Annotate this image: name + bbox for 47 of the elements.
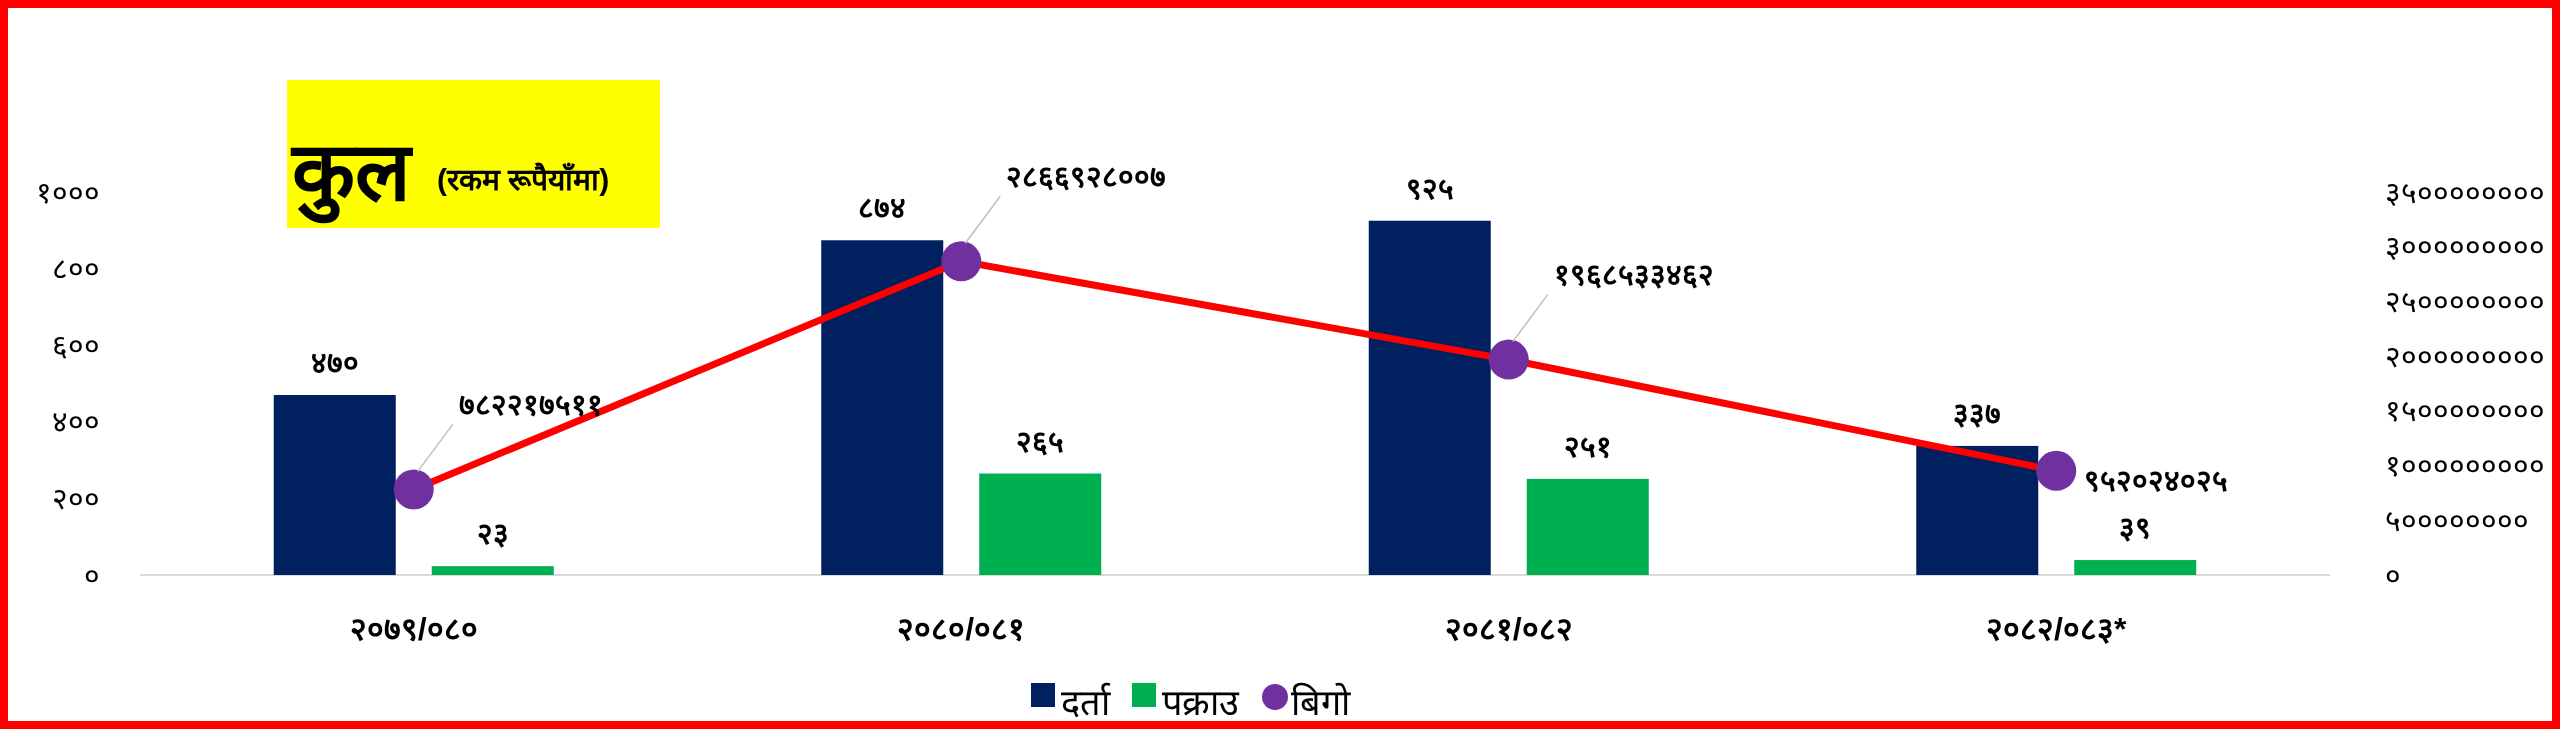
y2-tick-label: २००००००००० bbox=[2385, 339, 2545, 373]
y-tick-label: ४०० bbox=[52, 405, 100, 439]
bar bbox=[1526, 478, 1649, 575]
x-tick-label: २०८०/०८१ bbox=[897, 611, 1026, 647]
data-label: २८६६९२८००७ bbox=[1006, 159, 1167, 193]
data-label: ८७४ bbox=[858, 191, 907, 225]
legend-label: पक्राउ bbox=[1162, 682, 1240, 723]
y2-tick-label: ० bbox=[2385, 558, 2401, 592]
y-tick-label: २०० bbox=[52, 481, 100, 515]
chart-subtitle: (रकम रूपैयाँमा) bbox=[437, 162, 610, 196]
y2-tick-label: २५०००००००० bbox=[2385, 284, 2545, 318]
y-tick-label: १००० bbox=[36, 175, 100, 209]
bar bbox=[1916, 445, 2039, 575]
point bbox=[393, 469, 434, 510]
y2-tick-label: १००००००००० bbox=[2385, 449, 2545, 483]
point bbox=[2036, 450, 2077, 491]
x-tick-label: २०८१/०८२ bbox=[1444, 611, 1573, 647]
y2-tick-label: ३००००००००० bbox=[2385, 230, 2545, 264]
legend-label: बिगो bbox=[1291, 682, 1351, 723]
x-tick-label: २०७९/०८० bbox=[349, 611, 478, 647]
data-label: २३ bbox=[476, 517, 509, 551]
y-tick-label: ८०० bbox=[52, 252, 100, 286]
data-label: २६५ bbox=[1016, 424, 1065, 458]
point bbox=[1488, 339, 1529, 380]
data-label: ४७० bbox=[310, 345, 359, 379]
y-tick-label: ६०० bbox=[52, 328, 100, 362]
y-tick-label: ० bbox=[84, 558, 100, 592]
data-label: १९६८५३३४६२ bbox=[1553, 258, 1714, 292]
chart-title: कुल bbox=[290, 126, 414, 224]
y2-tick-label: ३५०००००००० bbox=[2385, 175, 2545, 209]
legend-label: दर्ता bbox=[1061, 682, 1111, 723]
data-label: ७८२२१७५११ bbox=[458, 387, 603, 421]
bar bbox=[2074, 560, 2197, 575]
data-label: ३९ bbox=[2119, 511, 2152, 545]
data-label: २५१ bbox=[1563, 429, 1612, 463]
data-label: ९२५ bbox=[1405, 171, 1454, 205]
bar bbox=[431, 566, 554, 575]
data-label: ३३७ bbox=[1953, 396, 2002, 430]
y2-tick-label: १५०००००००० bbox=[2385, 394, 2545, 428]
data-label: ९५२०२४०२५ bbox=[2084, 464, 2229, 498]
point bbox=[941, 241, 982, 282]
bar bbox=[979, 473, 1102, 575]
bar bbox=[1368, 220, 1491, 575]
y2-tick-label: ५०००००००० bbox=[2385, 503, 2529, 537]
bar bbox=[273, 394, 396, 575]
bar bbox=[821, 240, 944, 575]
x-tick-label: २०८२/०८३* bbox=[1986, 611, 2127, 647]
